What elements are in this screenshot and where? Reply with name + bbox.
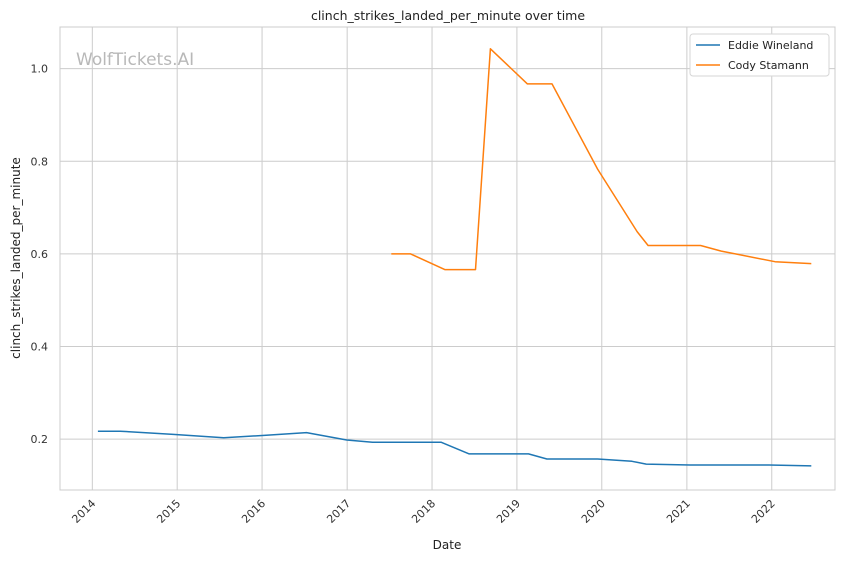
y-tick-label: 0.2 (31, 433, 49, 446)
y-tick-label: 0.6 (31, 248, 49, 261)
legend-label-cody-stamann: Cody Stamann (728, 59, 809, 72)
series-lines (97, 48, 812, 467)
watermark: WolfTickets.AI (76, 50, 194, 70)
x-axis-label: Date (433, 538, 462, 552)
legend: Eddie Wineland Cody Stamann (689, 33, 830, 77)
y-tick-label: 0.4 (31, 340, 49, 353)
chart-title: clinch_strikes_landed_per_minute over ti… (311, 8, 585, 23)
series-line-eddie-wineland (97, 430, 812, 467)
legend-label-eddie-wineland: Eddie Wineland (728, 39, 813, 52)
y-tick-label: 0.8 (31, 155, 49, 168)
y-tick-label: 1.0 (31, 63, 49, 76)
y-axis-label: clinch_strikes_landed_per_minute (9, 157, 23, 359)
series-line-cody-stamann (391, 48, 812, 271)
y-tick-labels: 0.2 0.4 0.6 0.8 1.0 (31, 63, 49, 446)
plot-frame (59, 26, 836, 491)
legend-frame (689, 33, 830, 77)
